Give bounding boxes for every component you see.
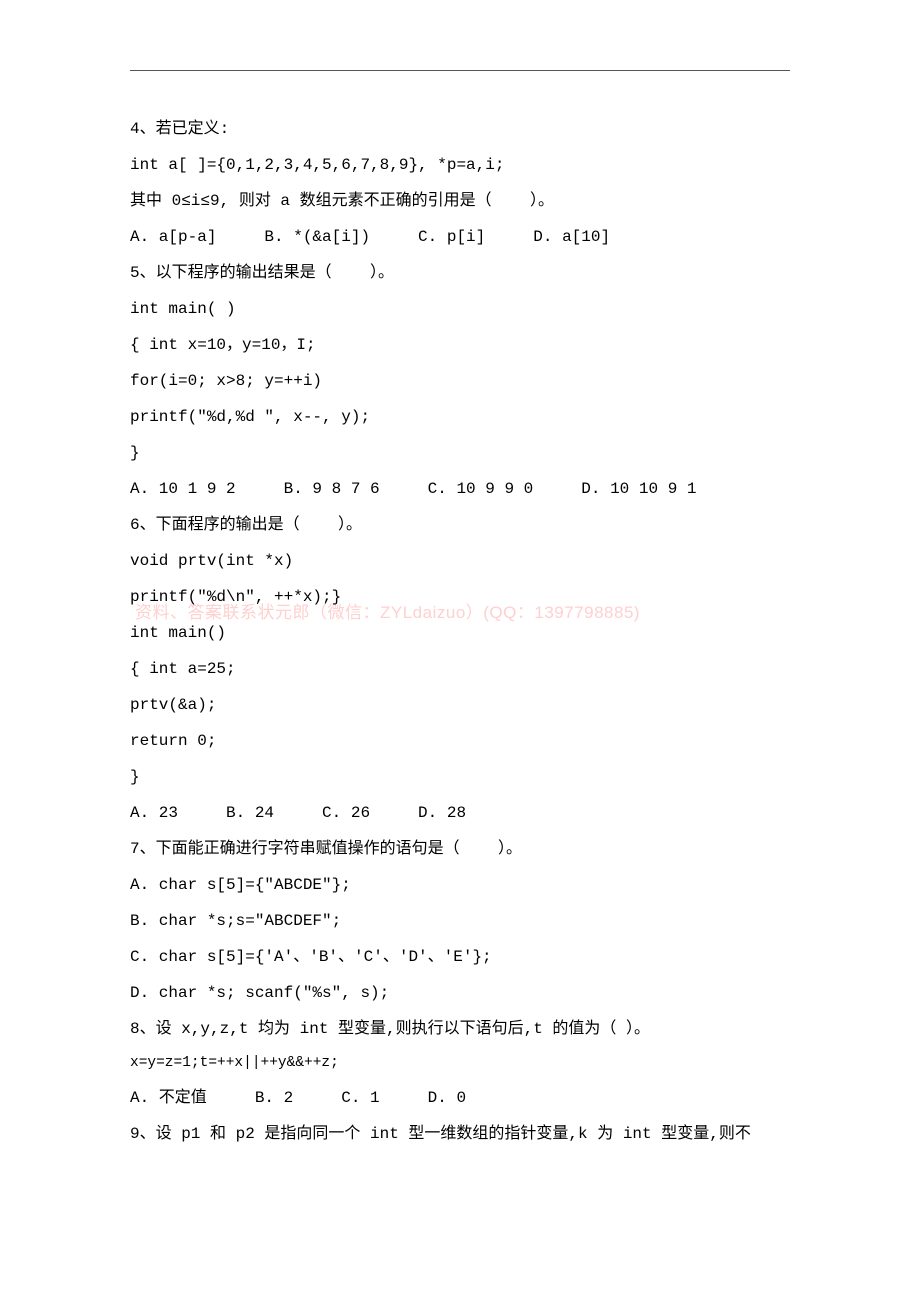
text-line: int a[ ]={0,1,2,3,4,5,6,7,8,9}, *p=a,i; [130,147,790,183]
text-line: A. 10 1 9 2 B. 9 8 7 6 C. 10 9 9 0 D. 10… [130,471,790,507]
text-line: B. char *s;s="ABCDEF"; [130,903,790,939]
text-line: } [130,759,790,795]
body-text: 4、若已定义: int a[ ]={0,1,2,3,4,5,6,7,8,9}, … [130,111,790,1152]
text-line: { int x=10，y=10，I; [130,327,790,363]
text-line: x=y=z=1;t=++x||++y&&++z; [130,1047,790,1080]
text-line: 7、下面能正确进行字符串赋值操作的语句是（ ）。 [130,831,790,867]
text-line: D. char *s; scanf("%s", s); [130,975,790,1011]
text-line: 6、下面程序的输出是（ ）。 [130,507,790,543]
text-line: printf("%d\n", ++*x);} [130,579,790,615]
text-line: 4、若已定义: [130,111,790,147]
document-page: 4、若已定义: int a[ ]={0,1,2,3,4,5,6,7,8,9}, … [0,0,920,1212]
text-line: printf("%d,%d ", x--, y); [130,399,790,435]
text-line: void prtv(int *x) [130,543,790,579]
text-line: 其中 0≤i≤9, 则对 a 数组元素不正确的引用是（ ）。 [130,183,790,219]
text-line: A. char s[5]={"ABCDE"}; [130,867,790,903]
text-line: { int a=25; [130,651,790,687]
top-rule [130,70,790,71]
text-line: int main( ) [130,291,790,327]
text-line: 5、以下程序的输出结果是（ ）。 [130,255,790,291]
text-line: C. char s[5]={'A'、'B'、'C'、'D'、'E'}; [130,939,790,975]
text-line: } [130,435,790,471]
text-line: A. a[p-a] B. *(&a[i]) C. p[i] D. a[10] [130,219,790,255]
text-line: A. 23 B. 24 C. 26 D. 28 [130,795,790,831]
text-line: A. 不定值 B. 2 C. 1 D. 0 [130,1080,790,1116]
text-line: 8、设 x,y,z,t 均为 int 型变量,则执行以下语句后,t 的值为（ ）… [130,1011,790,1047]
text-line: 9、设 p1 和 p2 是指向同一个 int 型一维数组的指针变量,k 为 in… [130,1116,790,1152]
text-line: int main() [130,615,790,651]
text-line: prtv(&a); [130,687,790,723]
text-line: return 0; [130,723,790,759]
text-line: for(i=0; x>8; y=++i) [130,363,790,399]
